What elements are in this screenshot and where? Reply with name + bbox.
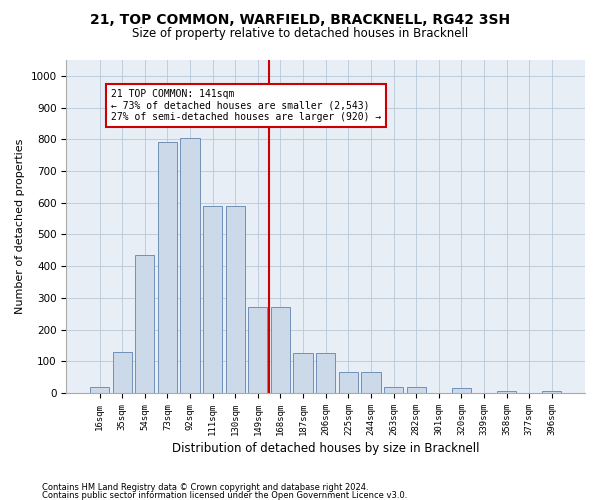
Bar [203, 206, 222, 393]
Bar [248, 308, 268, 393]
Text: Contains HM Land Registry data © Crown copyright and database right 2024.: Contains HM Land Registry data © Crown c… [42, 484, 368, 492]
Bar [384, 386, 403, 393]
Bar [158, 142, 177, 393]
Bar [407, 386, 426, 393]
Bar [90, 388, 109, 393]
Y-axis label: Number of detached properties: Number of detached properties [15, 139, 25, 314]
Bar [113, 352, 132, 393]
Bar [135, 255, 154, 393]
Text: 21, TOP COMMON, WARFIELD, BRACKNELL, RG42 3SH: 21, TOP COMMON, WARFIELD, BRACKNELL, RG4… [90, 12, 510, 26]
Text: Contains public sector information licensed under the Open Government Licence v3: Contains public sector information licen… [42, 491, 407, 500]
Bar [339, 372, 358, 393]
Bar [293, 354, 313, 393]
Bar [226, 206, 245, 393]
Bar [452, 388, 471, 393]
Bar [316, 354, 335, 393]
Bar [361, 372, 380, 393]
Bar [497, 392, 516, 393]
X-axis label: Distribution of detached houses by size in Bracknell: Distribution of detached houses by size … [172, 442, 479, 455]
Text: Size of property relative to detached houses in Bracknell: Size of property relative to detached ho… [132, 28, 468, 40]
Bar [181, 138, 200, 393]
Bar [271, 308, 290, 393]
Text: 21 TOP COMMON: 141sqm
← 73% of detached houses are smaller (2,543)
27% of semi-d: 21 TOP COMMON: 141sqm ← 73% of detached … [111, 88, 381, 122]
Bar [542, 392, 562, 393]
